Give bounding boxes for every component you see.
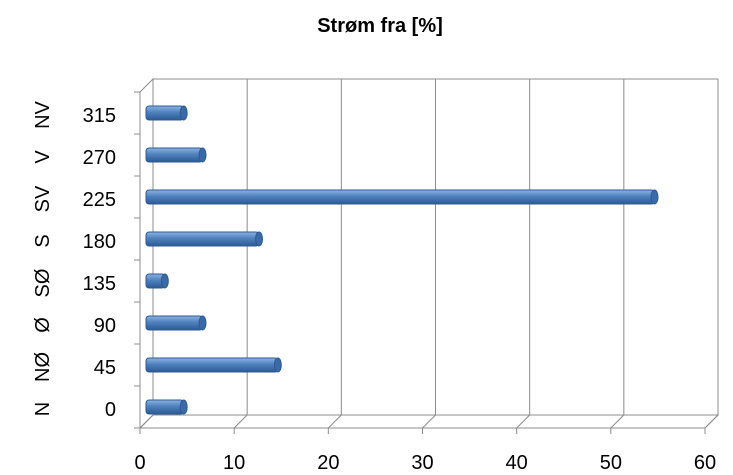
bar-end-cap — [179, 105, 188, 121]
category-degrees-label: 180 — [83, 231, 116, 253]
gridline-floor — [422, 414, 436, 429]
category-degrees-label: 225 — [83, 189, 116, 211]
gridline-floor — [233, 414, 248, 429]
x-tick-label: 40 — [506, 452, 528, 474]
category-direction-label: V — [32, 150, 54, 164]
category-degrees-label: 315 — [83, 105, 116, 127]
bar-end-cap — [198, 147, 207, 163]
bar — [145, 231, 260, 247]
bar — [145, 105, 185, 121]
category-degrees-label: 0 — [105, 399, 116, 421]
bar-end-cap — [255, 231, 263, 247]
bar — [145, 315, 203, 331]
category-direction-label: NØ — [32, 352, 54, 382]
category-degrees-label: 90 — [94, 315, 116, 337]
bar-end-cap — [650, 189, 659, 205]
category-direction-label: SV — [32, 185, 54, 212]
category-degrees-label: 135 — [83, 273, 116, 295]
bar — [145, 147, 203, 163]
side-wall — [139, 77, 154, 430]
x-tick-label: 10 — [223, 452, 245, 474]
gridline-floor — [327, 414, 342, 429]
x-tick-label: 0 — [134, 452, 145, 474]
x-tick-label: 30 — [411, 452, 433, 474]
bar — [145, 357, 279, 373]
bar — [145, 399, 185, 415]
x-tick-label: 60 — [694, 452, 716, 474]
gridline-floor — [610, 414, 625, 429]
category-degrees-label: 45 — [94, 357, 116, 379]
category-direction-label: S — [32, 234, 54, 247]
bar-end-cap — [198, 315, 207, 331]
gridline-floor — [704, 414, 719, 429]
gridline-floor — [139, 414, 154, 429]
category-degrees-label: 270 — [83, 147, 116, 169]
chart-title: Strøm fra [%] — [317, 15, 443, 37]
gridline-floor — [516, 414, 531, 429]
category-direction-label: NV — [32, 100, 54, 128]
bar-end-cap — [160, 273, 169, 289]
category-direction-label: SØ — [32, 269, 54, 298]
bar — [145, 189, 655, 205]
bar-end-cap — [179, 399, 188, 415]
bar-end-cap — [273, 357, 282, 373]
category-direction-label: Ø — [32, 317, 54, 333]
x-tick-label: 20 — [317, 452, 339, 474]
x-tick-label: 50 — [600, 452, 622, 474]
plot-area: 0 10 20 30 40 50 60 N 0 NØ 45 Ø 90 SØ 135 S 180 SV 225 V 270… — [32, 77, 720, 474]
category-direction-label: N — [32, 402, 54, 416]
